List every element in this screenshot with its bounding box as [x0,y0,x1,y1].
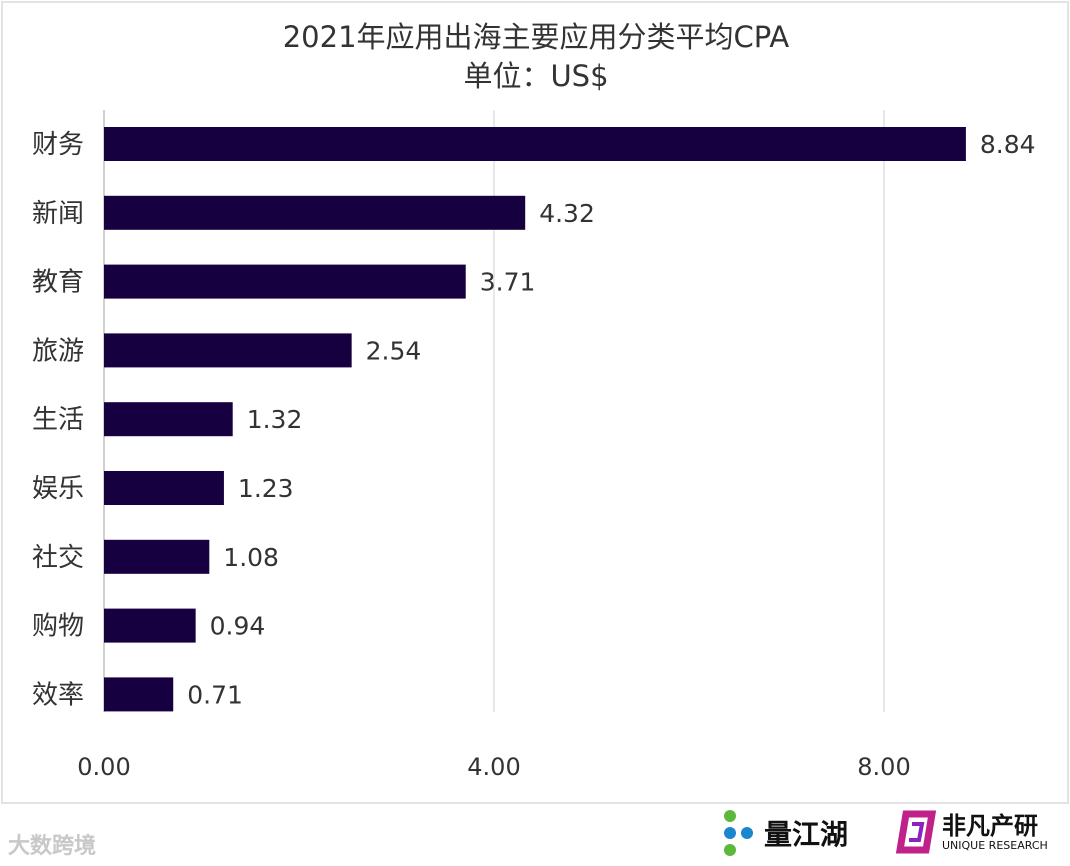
data-label: 2.54 [366,336,422,365]
bar [104,608,196,643]
liangjianghu-logo: 量江湖 [722,808,848,858]
category-label: 新闻 [32,199,84,229]
bar [104,333,352,368]
data-label: 4.32 [539,199,595,228]
x-tick-label: 0.00 [77,753,130,781]
data-label: 1.32 [247,405,303,434]
category-label: 旅游 [32,336,84,366]
chart-subtitle: 单位：US$ [463,59,608,93]
watermark: 大数跨境 [8,834,97,859]
category-label: 效率 [32,680,84,710]
category-label: 娱乐 [32,474,84,504]
category-label: 教育 [32,268,84,298]
category-label: 财务 [32,130,84,160]
data-label: 0.94 [210,612,266,641]
bar [104,127,966,161]
bar [104,402,233,437]
bar [104,195,526,230]
data-label: 0.71 [187,680,243,709]
feifan-logo: 非凡产研 UNIQUE RESEARCH [896,810,1048,854]
data-label: 1.08 [223,543,279,572]
data-label: 1.23 [238,474,294,503]
category-label: 社交 [32,543,84,573]
data-label: 8.84 [980,130,1036,159]
feifan-logo-icon [896,810,936,854]
category-label: 生活 [32,405,84,435]
x-tick-label: 4.00 [467,753,520,781]
bar [104,471,224,505]
chart-title: 2021年应用出海主要应用分类平均CPA [283,20,790,54]
bar [104,264,466,299]
category-label: 购物 [32,612,84,642]
x-tick-label: 8.00 [857,753,910,781]
data-label: 3.71 [480,268,536,297]
bar [104,539,210,574]
liangjianghu-logo-icon [724,810,753,856]
bar [104,677,174,712]
